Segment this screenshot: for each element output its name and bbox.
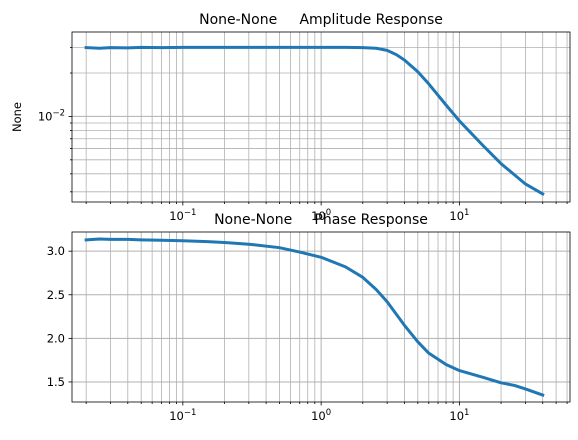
x-tick-label: 101 (449, 408, 469, 423)
series-line-0 (84, 45, 545, 196)
y-tick-label: 2.5 (47, 288, 65, 302)
x-tick-label: 100 (311, 408, 331, 423)
x-tick-label: 101 (449, 208, 469, 223)
axes-frame (71, 231, 571, 403)
phase-response-panel: 10−1 100 101 1.5 2.0 2.5 3.0 None-None Phase Re… (47, 212, 571, 423)
x-tick-label: 100 (311, 208, 331, 223)
y-axis-label: None (10, 102, 24, 132)
y-tick-label: 1.5 (47, 375, 65, 389)
y-tick-label: 2.0 (47, 331, 65, 345)
x-tick-label: 10−1 (169, 408, 196, 423)
series-line-0 (84, 237, 545, 397)
axes-frame (71, 31, 571, 203)
grid-lines (72, 232, 570, 402)
x-tick-label: 10−1 (169, 208, 196, 223)
chart-title: None-None Phase Response (214, 212, 428, 228)
y-tick-label: 3.0 (47, 244, 65, 258)
grid-lines (72, 32, 570, 202)
tick-marks (68, 47, 568, 206)
chart-title: None-None Amplitude Response (199, 12, 443, 28)
y-tick-label: 10−2 (38, 108, 65, 123)
amplitude-response-panel: 10−1 100 101 10−2 None-None Amplitude Respon… (10, 12, 571, 223)
